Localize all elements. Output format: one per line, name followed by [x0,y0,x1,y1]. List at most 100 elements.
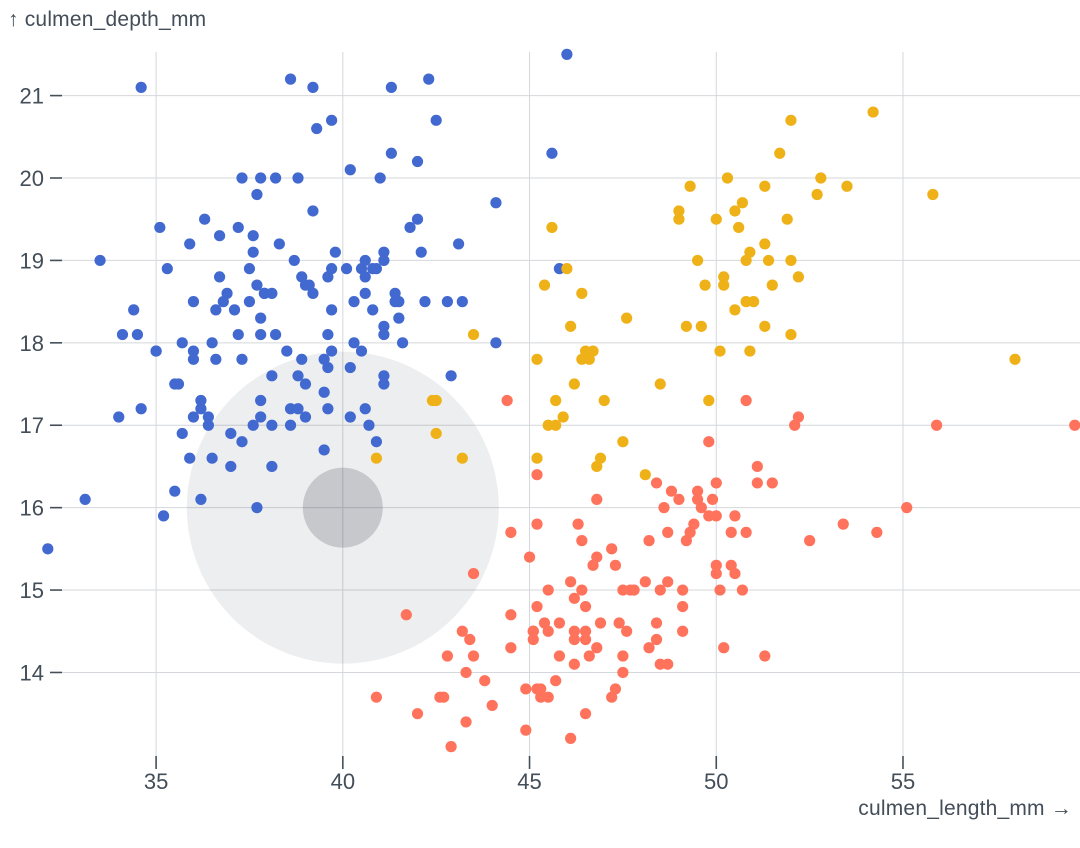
data-point-gold[interactable] [736,197,749,209]
pointer-outer-circle[interactable] [186,351,499,664]
data-point-red[interactable] [617,584,629,596]
data-point-red[interactable] [594,617,607,629]
data-point-red[interactable] [650,477,663,489]
data-point-blue[interactable] [247,230,259,242]
data-point-blue[interactable] [270,328,282,341]
data-point-blue[interactable] [184,452,196,464]
data-point-blue[interactable] [228,304,241,316]
data-point-blue[interactable] [374,172,386,184]
data-point-gold[interactable] [673,205,685,217]
data-point-blue[interactable] [445,370,457,382]
data-point-blue[interactable] [284,73,297,85]
data-point-blue[interactable] [187,296,200,308]
data-point-gold[interactable] [699,279,711,291]
data-point-blue[interactable] [359,287,371,299]
data-point-blue[interactable] [411,213,424,225]
data-point-blue[interactable] [42,543,54,555]
data-point-blue[interactable] [299,279,312,291]
data-point-red[interactable] [520,724,532,736]
data-point-red[interactable] [643,642,655,654]
data-point-red[interactable] [467,650,480,662]
data-point-red[interactable] [871,526,883,538]
data-point-red[interactable] [804,535,816,547]
data-point-blue[interactable] [169,485,181,497]
data-point-blue[interactable] [318,444,330,456]
data-point-gold[interactable] [740,254,752,267]
data-point-gold[interactable] [867,106,879,118]
data-point-gold[interactable] [762,254,775,267]
data-point-blue[interactable] [326,345,338,357]
data-point-red[interactable] [583,650,595,662]
data-point-blue[interactable] [195,394,207,407]
data-point-gold[interactable] [531,452,543,464]
data-point-red[interactable] [613,617,625,629]
data-point-blue[interactable] [210,304,222,316]
data-point-red[interactable] [688,518,700,530]
data-point-blue[interactable] [415,246,427,258]
data-point-red[interactable] [736,584,749,596]
data-point-blue[interactable] [199,213,211,225]
data-point-red[interactable] [505,526,517,538]
data-point-red[interactable] [691,485,704,497]
data-point-red[interactable] [591,551,603,563]
data-point-red[interactable] [766,477,778,489]
data-point-red[interactable] [505,642,517,654]
data-point-red[interactable] [740,526,752,538]
data-point-blue[interactable] [359,254,371,267]
data-point-blue[interactable] [385,147,397,159]
data-point-gold[interactable] [721,172,734,184]
data-point-blue[interactable] [116,328,129,341]
data-point-blue[interactable] [344,164,356,176]
data-point-blue[interactable] [187,411,200,423]
data-point-blue[interactable] [359,403,371,415]
data-point-blue[interactable] [288,254,300,267]
data-point-gold[interactable] [598,394,610,407]
data-point-blue[interactable] [370,436,383,448]
data-point-red[interactable] [576,535,588,547]
data-point-gold[interactable] [785,254,797,267]
data-point-gold[interactable] [710,213,722,225]
data-point-blue[interactable] [284,419,297,431]
data-point-gold[interactable] [550,419,562,431]
data-point-gold[interactable] [703,394,715,407]
data-point-red[interactable] [650,617,663,629]
data-point-red[interactable] [677,584,689,596]
data-point-blue[interactable] [161,263,173,275]
data-point-blue[interactable] [329,246,341,258]
data-point-blue[interactable] [255,328,267,341]
data-point-red[interactable] [606,543,618,555]
data-point-blue[interactable] [340,263,353,275]
data-point-blue[interactable] [128,304,140,316]
data-point-red[interactable] [729,510,741,522]
data-point-blue[interactable] [393,312,405,324]
data-point-gold[interactable] [759,180,771,192]
data-point-blue[interactable] [176,337,188,349]
data-point-gold[interactable] [639,469,651,481]
data-point-red[interactable] [565,732,577,744]
data-point-red[interactable] [550,675,562,687]
data-point-red[interactable] [729,567,741,580]
data-point-red[interactable] [680,535,692,547]
data-point-gold[interactable] [1009,353,1021,365]
data-point-red[interactable] [591,493,603,506]
data-point-red[interactable] [706,493,719,506]
data-point-blue[interactable] [378,254,390,267]
data-point-blue[interactable] [385,81,397,93]
data-point-red[interactable] [677,625,689,637]
data-point-red[interactable] [617,650,629,662]
data-point-blue[interactable] [270,172,282,184]
data-point-blue[interactable] [441,296,453,308]
data-point-red[interactable] [542,625,554,637]
data-point-gold[interactable] [550,394,562,407]
data-point-red[interactable] [486,699,498,712]
data-point-red[interactable] [718,642,730,654]
data-point-gold[interactable] [759,238,771,250]
data-point-gold[interactable] [587,345,599,357]
data-point-blue[interactable] [490,337,502,349]
data-point-red[interactable] [703,510,715,522]
data-point-blue[interactable] [79,493,91,506]
data-point-gold[interactable] [538,279,551,291]
data-point-blue[interactable] [378,370,390,382]
data-point-blue[interactable] [255,312,267,324]
data-point-blue[interactable] [195,403,207,415]
